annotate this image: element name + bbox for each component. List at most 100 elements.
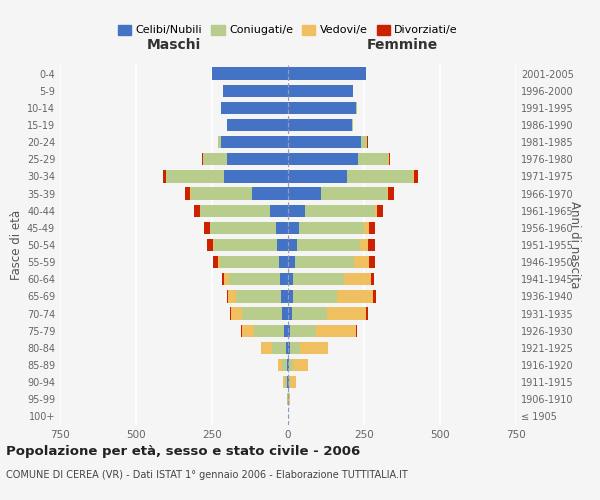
Bar [279,256,288,268]
Bar [283,376,285,388]
Bar [220,256,279,268]
Bar [288,170,347,182]
Bar [326,308,366,320]
Bar [282,308,288,320]
Bar [200,204,270,217]
Bar [293,290,337,302]
Bar [227,119,288,131]
Bar [289,359,293,371]
Bar [191,188,251,200]
Bar [389,153,391,166]
Bar [368,239,374,251]
Bar [374,204,377,217]
Bar [289,393,290,406]
Bar [361,239,368,251]
Bar [218,256,220,268]
Bar [212,68,288,80]
Bar [221,136,288,148]
Bar [337,290,373,302]
Text: COMUNE DI CEREA (VR) - Dati ISTAT 1° gennaio 2006 - Elaborazione TUTTITALIA.IT: COMUNE DI CEREA (VR) - Dati ISTAT 1° gen… [6,470,408,480]
Bar [224,170,288,182]
Bar [288,188,322,200]
Bar [288,119,352,131]
Bar [293,359,308,371]
Bar [228,290,236,302]
Bar [354,256,369,268]
Bar [289,376,290,388]
Bar [316,324,356,337]
Bar [369,256,375,268]
Bar [207,239,212,251]
Bar [282,359,287,371]
Bar [299,222,364,234]
Bar [194,204,200,217]
Bar [295,256,354,268]
Bar [322,188,387,200]
Bar [277,239,288,251]
Bar [288,256,295,268]
Bar [231,308,242,320]
Bar [288,376,289,388]
Bar [288,308,292,320]
Bar [356,324,357,337]
Bar [290,342,300,354]
Bar [210,222,211,234]
Bar [163,170,166,182]
Bar [288,84,353,97]
Bar [300,342,328,354]
Bar [287,359,288,371]
Bar [288,342,290,354]
Bar [388,188,394,200]
Bar [344,273,371,285]
Bar [185,188,190,200]
Bar [230,308,231,320]
Bar [387,188,388,200]
Legend: Celibi/Nubili, Coniugati/e, Vedovi/e, Divorziati/e: Celibi/Nubili, Coniugati/e, Vedovi/e, Di… [113,20,463,40]
Bar [366,308,368,320]
Bar [284,324,288,337]
Text: Maschi: Maschi [147,38,201,52]
Bar [242,308,282,320]
Bar [367,136,368,148]
Text: Popolazione per età, sesso e stato civile - 2006: Popolazione per età, sesso e stato civil… [6,445,360,458]
Bar [212,256,218,268]
Y-axis label: Fasce di età: Fasce di età [10,210,23,280]
Bar [288,239,296,251]
Bar [288,290,293,302]
Bar [221,102,288,114]
Bar [288,222,299,234]
Bar [347,170,413,182]
Bar [214,239,277,251]
Bar [296,239,361,251]
Bar [241,324,242,337]
Bar [413,170,418,182]
Bar [285,376,287,388]
Text: Femmine: Femmine [367,38,437,52]
Bar [373,290,376,302]
Bar [288,359,289,371]
Bar [358,153,388,166]
Bar [368,222,374,234]
Bar [204,222,210,234]
Bar [371,273,374,285]
Bar [388,153,389,166]
Bar [202,153,203,166]
Bar [361,136,367,148]
Bar [227,290,228,302]
Bar [203,153,227,166]
Bar [276,222,288,234]
Bar [212,239,214,251]
Y-axis label: Anni di nascita: Anni di nascita [568,202,581,288]
Bar [236,290,281,302]
Bar [272,342,286,354]
Bar [251,188,288,200]
Bar [287,376,288,388]
Bar [227,153,288,166]
Bar [218,136,221,148]
Bar [288,324,290,337]
Bar [288,136,361,148]
Bar [224,273,229,285]
Bar [223,84,288,97]
Bar [286,342,288,354]
Bar [270,204,288,217]
